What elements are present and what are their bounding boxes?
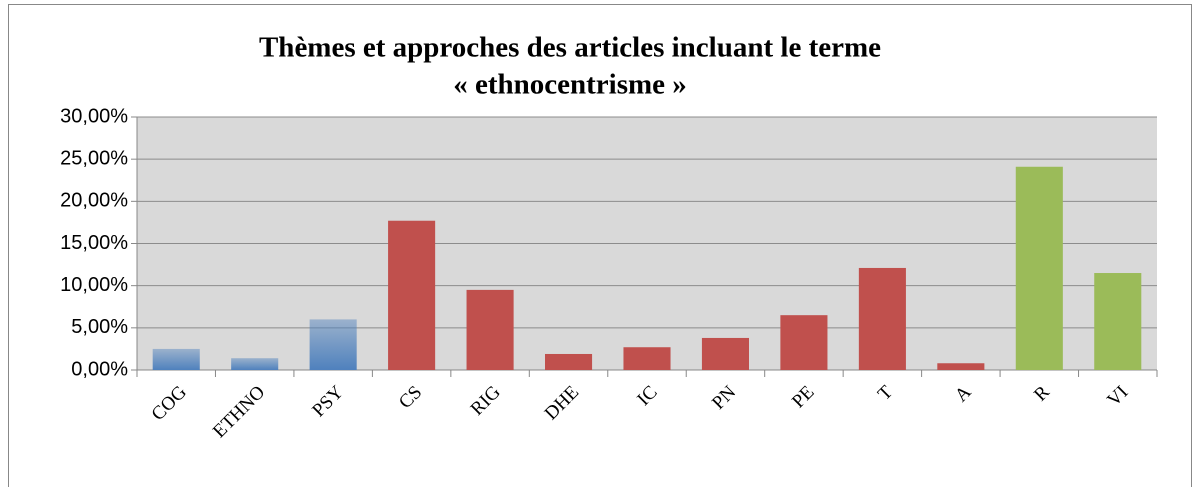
y-tick-label: 0,00% <box>71 358 128 380</box>
bar <box>388 220 436 370</box>
bar <box>780 315 828 370</box>
bar <box>858 267 906 370</box>
bar <box>1015 166 1063 370</box>
y-tick-label: 5,00% <box>71 316 128 338</box>
y-tick-label: 30,00% <box>60 105 128 127</box>
y-tick-label: 25,00% <box>60 147 128 169</box>
bar <box>152 348 200 370</box>
bar <box>545 353 593 370</box>
bar <box>701 337 749 370</box>
y-tick-label: 20,00% <box>60 190 128 212</box>
y-tick-label: 15,00% <box>60 232 128 254</box>
bar <box>231 358 279 370</box>
chart-title: « ethnocentrisme » <box>453 69 687 101</box>
bar <box>1094 273 1142 370</box>
bar <box>937 363 985 370</box>
y-tick-label: 10,00% <box>60 274 128 296</box>
bar <box>466 289 514 370</box>
bar <box>623 347 671 370</box>
chart-title: Thèmes et approches des articles incluan… <box>259 32 881 64</box>
bar <box>309 319 357 370</box>
